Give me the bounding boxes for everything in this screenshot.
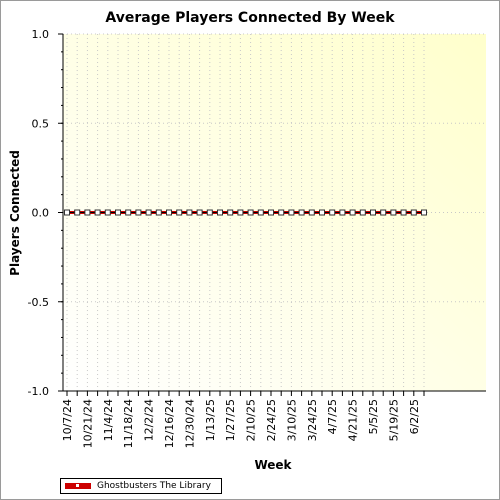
data-point <box>329 209 336 216</box>
data-point <box>217 209 223 216</box>
series-layer <box>64 209 427 216</box>
data-point <box>104 209 111 216</box>
y-tick-label: 1.0 <box>32 28 50 41</box>
x-tick-label: 2/10/25 <box>245 399 258 441</box>
data-point <box>227 209 234 216</box>
data-point <box>186 209 193 216</box>
data-point <box>257 209 264 216</box>
data-point <box>410 209 417 216</box>
data-point <box>94 209 101 216</box>
x-tick-label: 12/30/24 <box>183 399 196 448</box>
data-point <box>125 209 132 216</box>
data-point <box>349 209 356 216</box>
data-point <box>176 209 183 216</box>
data-point <box>359 209 366 216</box>
data-point <box>145 209 152 216</box>
x-tick-label: 12/2/24 <box>143 399 156 441</box>
data-point <box>115 209 121 216</box>
tick-labels: 1.0 0.5 0.0 -0.5 -1.0 10/7/24 10/21/24 11/4/24 1… <box>28 28 421 448</box>
data-point <box>135 209 142 216</box>
axes <box>58 33 486 396</box>
data-point <box>74 209 81 216</box>
y-tick-label: -1.0 <box>28 385 49 398</box>
x-tick-label: 3/24/25 <box>306 399 319 441</box>
data-point <box>237 209 244 216</box>
data-point <box>278 209 285 216</box>
x-tick-label: 5/19/25 <box>387 399 400 441</box>
data-point <box>247 209 254 216</box>
y-axis-title: Players Connected <box>8 150 22 276</box>
data-point <box>308 209 315 216</box>
data-point <box>390 209 397 216</box>
x-axis-title: Week <box>254 458 292 472</box>
data-point <box>319 209 325 216</box>
y-tick-label: 0.0 <box>32 207 50 220</box>
data-point <box>268 209 274 216</box>
data-point <box>155 209 162 216</box>
x-tick-label: 6/2/25 <box>408 399 421 434</box>
data-point <box>400 209 407 216</box>
data-point <box>288 209 295 216</box>
x-tick-label: 1/27/25 <box>224 399 237 441</box>
data-point <box>84 209 91 216</box>
data-point <box>64 209 70 216</box>
legend: Ghostbusters The Library <box>60 478 222 494</box>
x-tick-label: 11/18/24 <box>122 399 135 448</box>
data-point <box>380 209 387 216</box>
x-tick-label: 12/16/24 <box>163 399 176 448</box>
data-point <box>339 209 346 216</box>
data-point <box>298 209 305 216</box>
data-point <box>370 209 376 216</box>
legend-label: Ghostbusters The Library <box>97 481 211 491</box>
x-tick-label: 5/5/25 <box>367 399 380 434</box>
x-tick-label: 4/7/25 <box>326 399 339 434</box>
chart-title: Average Players Connected By Week <box>105 10 395 26</box>
x-tick-label: 4/21/25 <box>347 399 360 441</box>
x-tick-label: 10/7/24 <box>61 399 74 441</box>
y-tick-label: -0.5 <box>28 296 49 309</box>
data-point <box>421 209 427 216</box>
x-tick-label: 1/13/25 <box>204 399 217 441</box>
y-tick-label: 0.5 <box>32 117 50 130</box>
x-tick-label: 10/21/24 <box>81 399 94 448</box>
data-point <box>166 209 172 216</box>
x-tick-label: 2/24/25 <box>265 399 278 441</box>
data-point <box>196 209 203 216</box>
x-tick-label: 3/10/25 <box>285 399 298 441</box>
data-point <box>206 209 213 216</box>
x-tick-label: 11/4/24 <box>102 399 115 441</box>
legend-swatch <box>65 482 91 490</box>
